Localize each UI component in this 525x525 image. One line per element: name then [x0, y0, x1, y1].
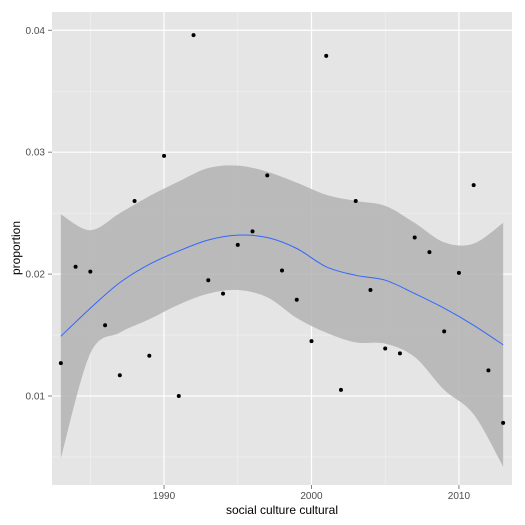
data-point: [206, 278, 211, 283]
data-point: [191, 33, 196, 38]
y-tick-label: 0.03: [26, 148, 46, 159]
data-point: [265, 173, 270, 178]
data-point: [58, 361, 63, 366]
data-point: [309, 339, 314, 344]
data-points: [58, 33, 506, 425]
data-point: [353, 198, 358, 203]
data-point: [486, 368, 491, 373]
x-tick-label: 2010: [448, 491, 471, 502]
confidence-ribbon: [60, 165, 504, 467]
y-tick-label: 0.02: [26, 270, 46, 281]
x-tick-label: 2000: [300, 491, 323, 502]
x-tick-label: 1990: [153, 491, 176, 502]
data-point: [368, 287, 373, 292]
y-tick-label: 0.01: [26, 392, 46, 403]
data-point: [162, 153, 167, 158]
data-point: [383, 346, 388, 351]
data-point: [221, 291, 226, 296]
data-point: [294, 297, 299, 302]
data-point: [324, 53, 329, 58]
data-point: [397, 351, 402, 356]
data-point: [501, 420, 506, 425]
data-point: [427, 250, 432, 255]
data-point: [88, 269, 93, 274]
data-point: [456, 270, 461, 275]
data-point: [117, 373, 122, 378]
y-tick-label: 0.04: [26, 26, 46, 37]
data-point: [471, 183, 476, 188]
x-axis-ticks: 1990 2000 2010: [153, 485, 471, 502]
x-axis-title: social culture cultural: [226, 503, 338, 517]
data-point: [412, 235, 417, 240]
data-point: [147, 353, 152, 358]
data-point: [73, 264, 78, 269]
y-axis-title: proportion: [9, 221, 23, 275]
data-point: [103, 323, 108, 328]
data-point: [280, 268, 284, 273]
data-point: [176, 394, 181, 399]
data-point: [338, 387, 343, 392]
smooth-trend-line: [60, 234, 504, 346]
data-point: [132, 198, 137, 203]
data-point: [235, 242, 240, 247]
y-axis-ticks: 0.01 0.02 0.03 0.04: [26, 26, 52, 403]
data-point: [250, 229, 255, 234]
data-point: [442, 329, 447, 334]
